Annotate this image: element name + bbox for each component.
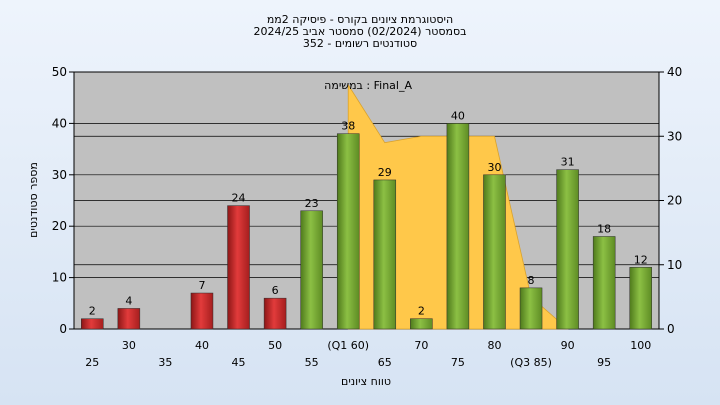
data-label-5: 6 bbox=[272, 284, 279, 297]
bar-11 bbox=[483, 174, 506, 330]
x-axis-title: טווח ציונים bbox=[341, 375, 391, 388]
y2-tick-label: 30 bbox=[667, 129, 682, 143]
y-tick-label: 20 bbox=[52, 219, 67, 233]
x-tick-label-0: 25 bbox=[85, 356, 99, 369]
y2-tick-label: 40 bbox=[667, 65, 682, 79]
x-tick-label-3: 40 bbox=[195, 339, 209, 352]
y-tick-label: 10 bbox=[52, 271, 67, 285]
x-tick-label-9: 70 bbox=[414, 339, 428, 352]
data-label-8: 29 bbox=[378, 166, 392, 179]
bar-8 bbox=[373, 179, 397, 330]
x-tick-label-11: 80 bbox=[487, 339, 501, 352]
x-tick-label-12: (Q3 85) bbox=[510, 356, 552, 369]
bar-5 bbox=[263, 297, 287, 330]
bar-1 bbox=[117, 308, 141, 330]
bar-3 bbox=[190, 292, 214, 330]
bar-9 bbox=[410, 318, 433, 330]
bar-12 bbox=[519, 287, 543, 330]
chart-title-line-2: בסמסטר (02/2024) סמסטר אביב 2024/25 bbox=[253, 25, 467, 38]
y2-tick-label: 20 bbox=[667, 194, 682, 208]
data-label-1: 4 bbox=[125, 294, 132, 307]
data-label-15: 12 bbox=[634, 253, 648, 266]
data-label-0: 2 bbox=[89, 305, 96, 318]
x-tick-label-13: 90 bbox=[561, 339, 575, 352]
data-label-4: 24 bbox=[232, 192, 246, 205]
bar-15 bbox=[629, 267, 652, 330]
data-label-10: 40 bbox=[451, 109, 465, 122]
bar-4 bbox=[227, 205, 250, 330]
x-tick-label-4: 45 bbox=[232, 356, 246, 369]
bar-6 bbox=[300, 210, 323, 330]
x-tick-label-5: 50 bbox=[268, 339, 282, 352]
data-label-11: 30 bbox=[487, 161, 501, 174]
y2-tick-label: 0 bbox=[667, 322, 675, 336]
x-tick-label-2: 35 bbox=[158, 356, 172, 369]
y-tick-label: 0 bbox=[59, 322, 67, 336]
data-label-6: 23 bbox=[305, 197, 319, 210]
x-tick-label-15: 100 bbox=[630, 339, 651, 352]
data-label-14: 18 bbox=[597, 222, 611, 235]
bar-10 bbox=[446, 123, 470, 330]
x-tick-label-8: 65 bbox=[378, 356, 392, 369]
y-tick-label: 40 bbox=[52, 116, 67, 130]
chart-title-line-3: סטודנטים רשומים - 352 bbox=[302, 37, 418, 50]
y-tick-label: 30 bbox=[52, 168, 67, 182]
bar-13 bbox=[556, 169, 579, 330]
y2-tick-label: 10 bbox=[667, 258, 682, 272]
data-label-13: 31 bbox=[561, 156, 575, 169]
bar-0 bbox=[81, 318, 104, 330]
data-label-12: 8 bbox=[528, 274, 535, 287]
x-tick-label-1: 30 bbox=[122, 339, 136, 352]
x-tick-label-7: (Q1 60) bbox=[327, 339, 369, 352]
y-tick-label: 50 bbox=[52, 65, 67, 79]
bar-7 bbox=[336, 133, 360, 330]
data-label-3: 7 bbox=[198, 279, 205, 292]
series-legend: במשימה : Final_A bbox=[324, 79, 412, 92]
x-tick-label-6: 55 bbox=[305, 356, 319, 369]
bar-14 bbox=[592, 236, 616, 330]
chart-title-line-1: היסטוגרמת ציונים בקורס - פיסיקה 2ממ bbox=[266, 13, 454, 26]
x-tick-label-10: 75 bbox=[451, 356, 465, 369]
y-axis-title: מספר סטודנטים bbox=[27, 162, 40, 238]
data-label-7: 38 bbox=[341, 120, 355, 133]
x-tick-label-14: 95 bbox=[597, 356, 611, 369]
data-label-9: 2 bbox=[418, 305, 425, 318]
